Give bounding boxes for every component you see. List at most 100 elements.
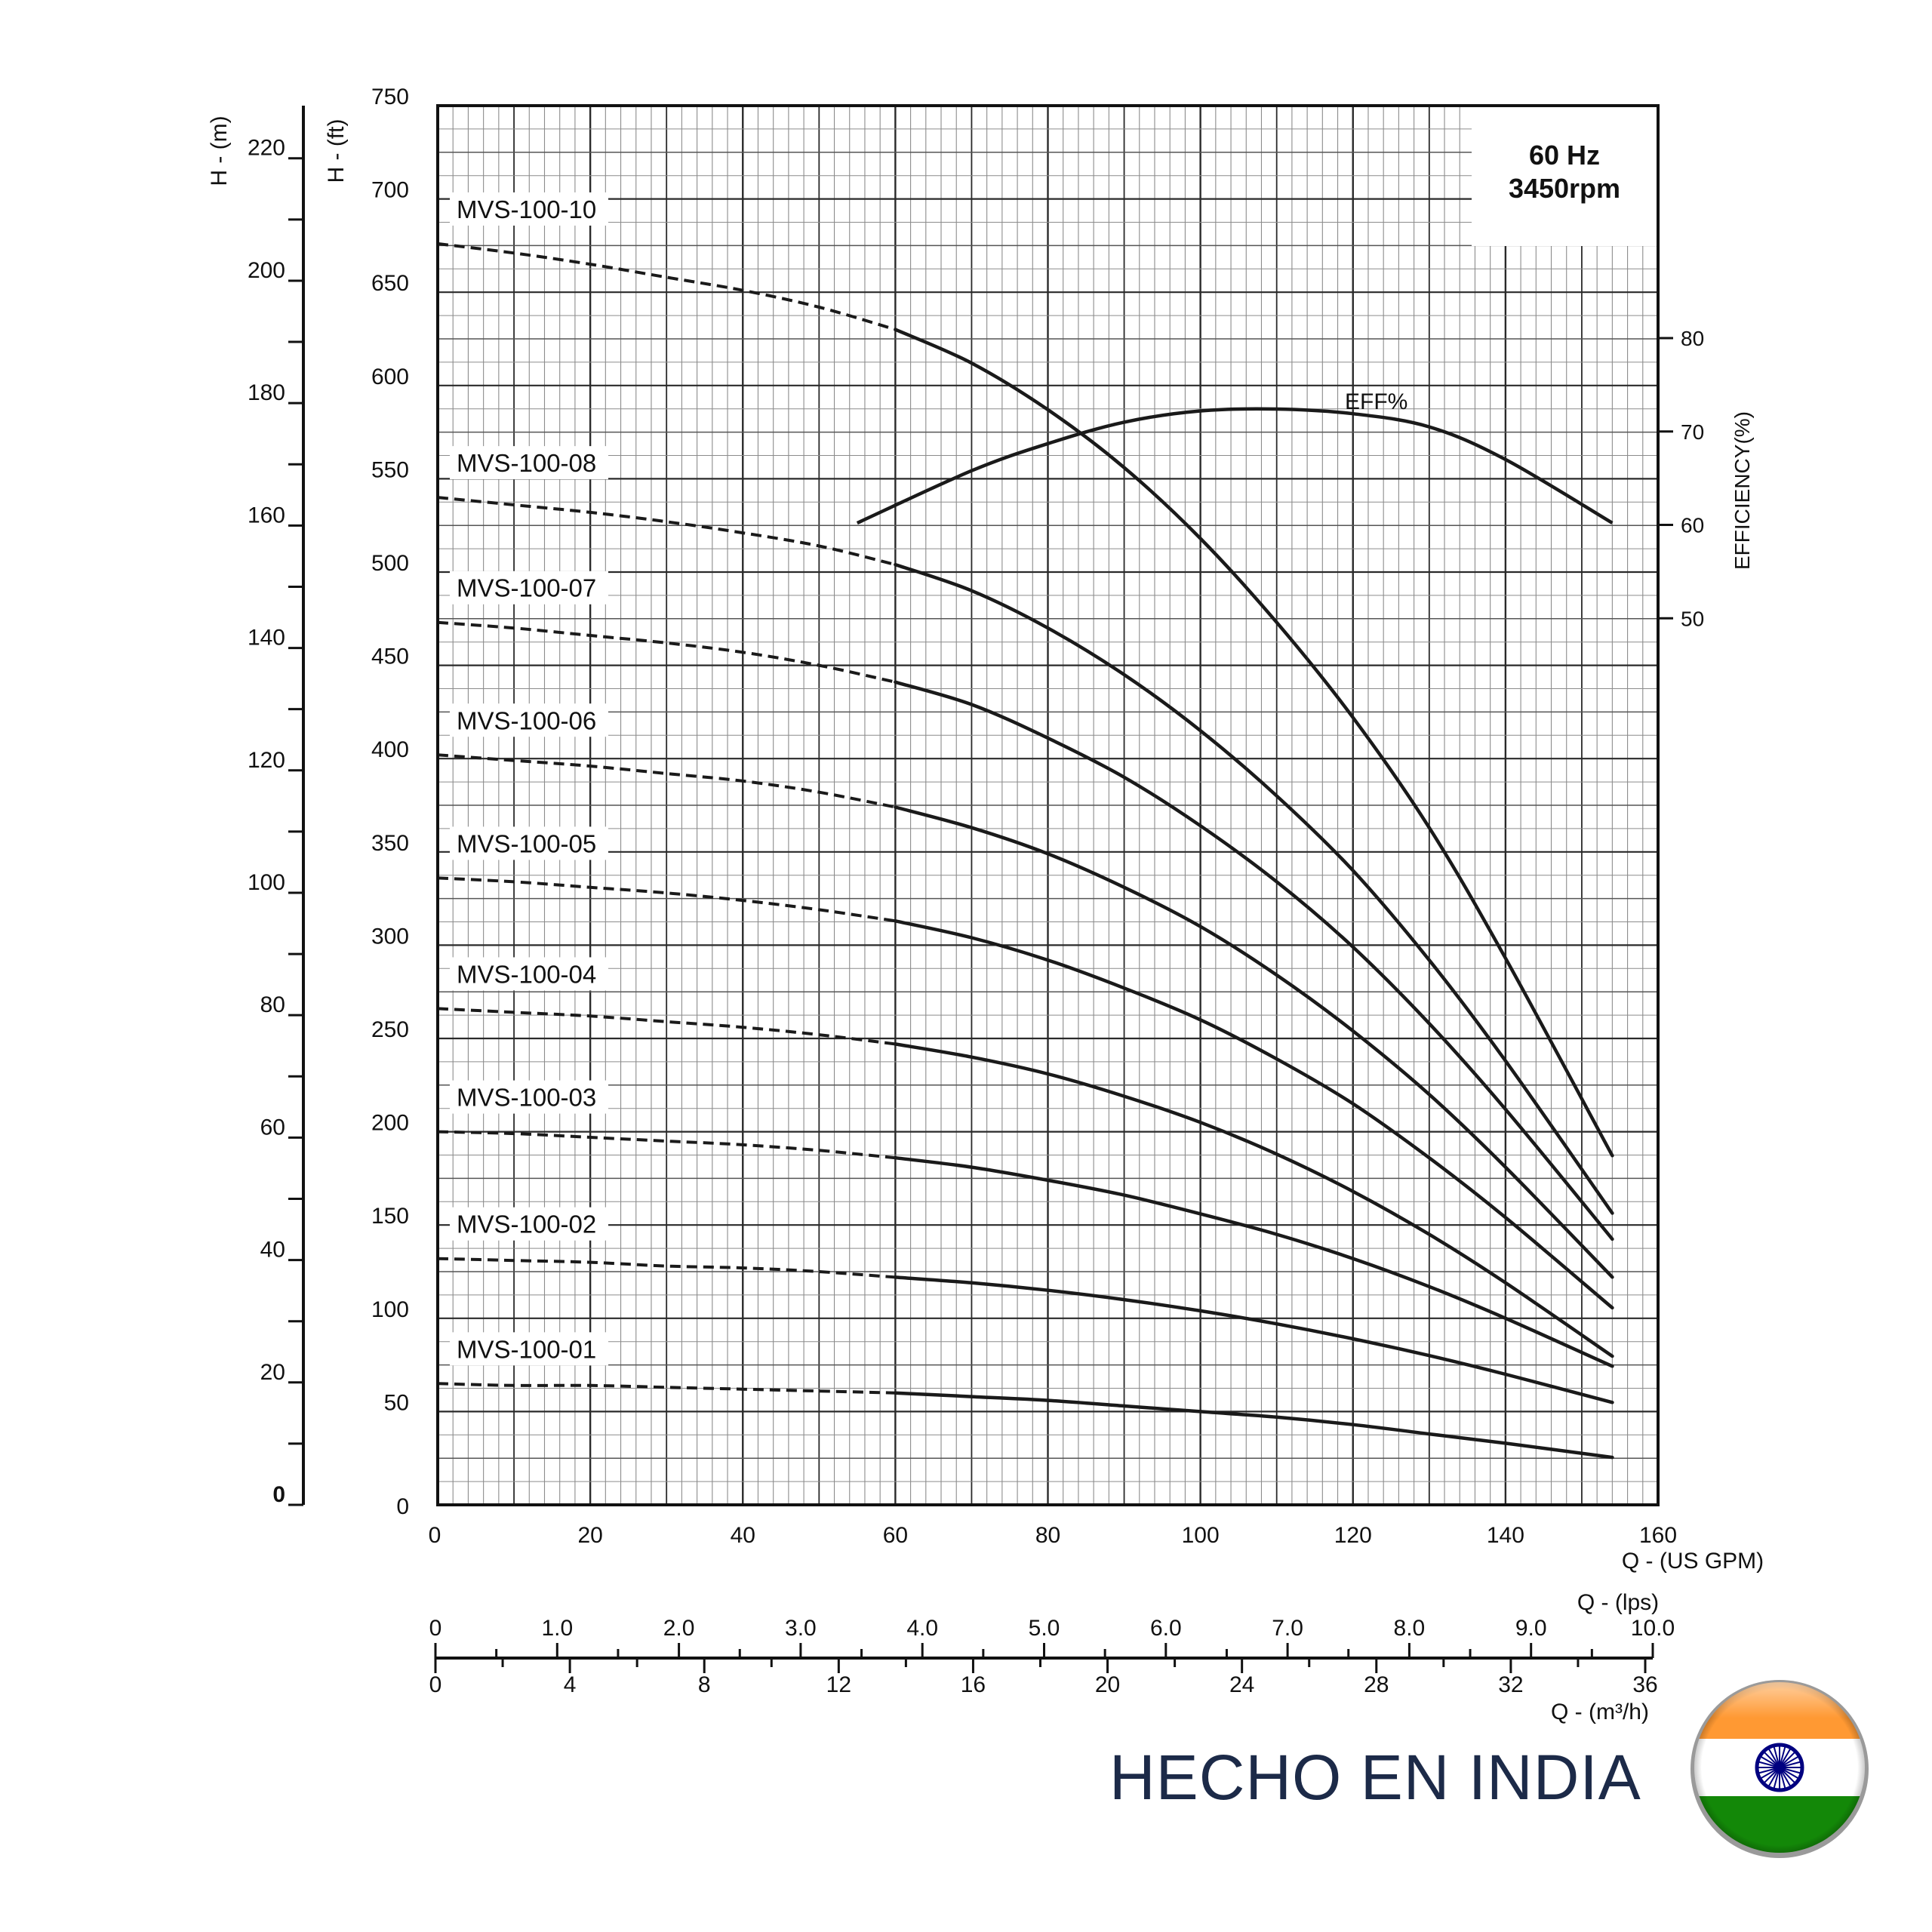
- series-label-MVS-100-02: MVS-100-02: [457, 1211, 596, 1238]
- series-label-MVS-100-03: MVS-100-03: [457, 1084, 596, 1112]
- m-tick-label: 120: [248, 748, 285, 773]
- series-label-bg: [450, 1332, 608, 1366]
- gpm-tick-label: 140: [1487, 1523, 1524, 1548]
- curve-dashed-MVS-100-03: [437, 1130, 896, 1160]
- ft-tick-label: 450: [371, 645, 409, 669]
- curve-dashed-MVS-100-05: [437, 876, 896, 923]
- gpm-tick-label: 20: [577, 1523, 602, 1548]
- info-frequency: 60 Hz: [1529, 140, 1600, 171]
- curve-solid-MVS-100-07: [894, 680, 1614, 1241]
- lps-tick-label: 10.0: [1631, 1616, 1675, 1641]
- ft-tick-label: 100: [371, 1297, 409, 1322]
- curve-solid-MVS-100-02: [894, 1275, 1614, 1404]
- curve-solid-MVS-100-05: [894, 919, 1614, 1310]
- lps-tick-label: 7.0: [1272, 1616, 1303, 1641]
- curve-solid-MVS-100-01: [894, 1391, 1614, 1460]
- plot-frame: [436, 104, 1660, 1506]
- curve-solid-MVS-100-03: [894, 1155, 1614, 1368]
- m3h-tick-label: 32: [1498, 1672, 1523, 1697]
- gpm-tick-label: 60: [883, 1523, 908, 1548]
- ft-tick-label: 0: [396, 1494, 409, 1519]
- curve-solid-MVS-100-10: [894, 328, 1614, 1158]
- m3h-axis-title: Q - (m³/h): [1551, 1700, 1649, 1724]
- curve-dashed-MVS-100-04: [437, 1007, 896, 1046]
- lps-tick-label: 6.0: [1150, 1616, 1182, 1641]
- gpm-tick-label: 120: [1334, 1523, 1372, 1548]
- m3h-tick-label: 28: [1364, 1672, 1389, 1697]
- eff-axis-title: EFFICIENCY(%): [1730, 411, 1754, 570]
- chart-axes: 0501001502002503003504004505005506006507…: [207, 85, 1764, 1724]
- ft-tick-label: 700: [371, 178, 409, 203]
- lps-tick-label: 5.0: [1029, 1616, 1060, 1641]
- series-label-bg: [450, 192, 608, 226]
- series-label-MVS-100-04: MVS-100-04: [457, 960, 596, 988]
- ft-tick-label: 250: [371, 1017, 409, 1042]
- series-label-MVS-100-07: MVS-100-07: [457, 574, 596, 602]
- eff-tick-label: 50: [1681, 607, 1704, 630]
- m-tick-label: 220: [248, 136, 285, 161]
- curve-dashed-MVS-100-10: [437, 242, 896, 331]
- m3h-tick-label: 4: [564, 1672, 577, 1697]
- made-in-india-text: HECHO EN INDIA: [1109, 1742, 1641, 1813]
- ft-tick-label: 600: [371, 365, 409, 389]
- m-tick-label: 200: [248, 258, 285, 283]
- curve-solid-MVS-100-06: [894, 805, 1614, 1279]
- series-label-bg: [450, 446, 608, 480]
- ft-tick-label: 650: [371, 271, 409, 296]
- series-label-bg: [450, 1080, 608, 1114]
- ft-tick-label: 300: [371, 924, 409, 949]
- efficiency-curve: [856, 407, 1614, 525]
- ft-tick-label: 500: [371, 551, 409, 576]
- m3h-tick-label: 12: [826, 1672, 851, 1697]
- ft-tick-label: 400: [371, 737, 409, 762]
- lps-tick-label: 2.0: [663, 1616, 695, 1641]
- info-speed: 3450rpm: [1509, 173, 1620, 204]
- lps-axis-title: Q - (lps): [1577, 1590, 1659, 1615]
- ft-tick-label: 150: [371, 1204, 409, 1229]
- lps-tick-label: 1.0: [541, 1616, 573, 1641]
- pump-curves: [437, 242, 1614, 1460]
- m3h-tick-label: 36: [1632, 1672, 1657, 1697]
- curve-dashed-MVS-100-01: [437, 1382, 896, 1395]
- gpm-axis-title: Q - (US GPM): [1622, 1549, 1764, 1574]
- eff-tick-label: 80: [1681, 327, 1704, 350]
- efficiency-label: EFF%: [1345, 389, 1407, 414]
- curve-solid-MVS-100-04: [894, 1042, 1614, 1358]
- m-tick-label: 80: [260, 992, 285, 1017]
- curve-dashed-MVS-100-07: [437, 620, 896, 684]
- m-axis-title: H - (m): [207, 115, 232, 186]
- gpm-tick-label: 40: [731, 1523, 755, 1548]
- m-tick-label: 180: [248, 380, 285, 405]
- ft-tick-label: 50: [384, 1390, 409, 1415]
- eff-tick-label: 60: [1681, 514, 1704, 537]
- info-box: [1472, 107, 1657, 246]
- series-label-bg: [450, 703, 608, 737]
- lps-tick-label: 4.0: [906, 1616, 938, 1641]
- chart-grid: [438, 106, 1658, 1505]
- series-label-bg: [450, 957, 608, 991]
- m-tick-label: 100: [248, 870, 285, 895]
- curve-dashed-MVS-100-02: [437, 1257, 896, 1279]
- curve-solid-MVS-100-08: [894, 562, 1614, 1215]
- series-label-MVS-100-05: MVS-100-05: [457, 829, 596, 857]
- gpm-tick-label: 0: [429, 1523, 441, 1548]
- ft-tick-label: 750: [371, 85, 409, 109]
- m3h-tick-label: 24: [1229, 1672, 1254, 1697]
- gpm-tick-label: 100: [1182, 1523, 1220, 1548]
- series-label-MVS-100-08: MVS-100-08: [457, 449, 596, 477]
- ft-axis-title: H - (ft): [324, 119, 349, 183]
- m-tick-label: 60: [260, 1115, 285, 1140]
- m-tick-label: 160: [248, 503, 285, 528]
- lps-tick-label: 8.0: [1394, 1616, 1426, 1641]
- series-label-MVS-100-06: MVS-100-06: [457, 706, 596, 734]
- ft-tick-label: 350: [371, 831, 409, 856]
- series-label-bg: [450, 571, 608, 605]
- curve-dashed-MVS-100-08: [437, 496, 896, 567]
- series-label-MVS-100-10: MVS-100-10: [457, 195, 596, 223]
- gpm-tick-label: 80: [1035, 1523, 1060, 1548]
- m3h-tick-label: 20: [1095, 1672, 1120, 1697]
- m3h-tick-label: 0: [429, 1672, 442, 1697]
- m3h-tick-label: 8: [698, 1672, 711, 1697]
